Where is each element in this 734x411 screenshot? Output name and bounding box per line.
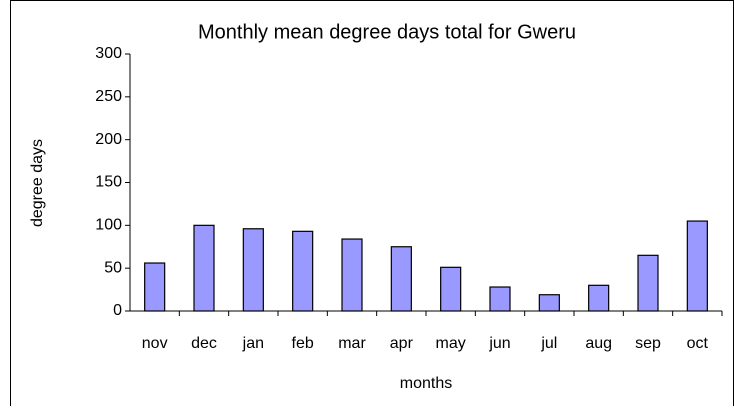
bar xyxy=(292,230,314,312)
chart-title: Monthly mean degree days total for Gweru xyxy=(198,21,576,43)
bar xyxy=(242,228,264,312)
y-tick-label: 0 xyxy=(113,302,122,319)
x-tick-label: apr xyxy=(390,335,414,352)
y-tick-label: 300 xyxy=(95,45,122,62)
bar xyxy=(686,220,708,312)
x-tick-label: feb xyxy=(292,335,314,352)
bar xyxy=(588,284,610,312)
x-tick-label: jan xyxy=(242,335,264,352)
y-tick-label: 150 xyxy=(95,174,122,191)
bar xyxy=(637,254,659,312)
bar xyxy=(341,238,363,312)
bar xyxy=(144,262,166,312)
x-tick-label: dec xyxy=(191,335,217,352)
bar xyxy=(538,294,560,312)
y-tick-label: 50 xyxy=(104,259,122,276)
x-tick-label: jul xyxy=(540,335,557,352)
bar xyxy=(390,246,412,312)
x-tick-label: aug xyxy=(585,335,612,352)
bar xyxy=(489,286,511,312)
y-tick-label: 200 xyxy=(95,131,122,148)
y-tick-label: 250 xyxy=(95,88,122,105)
x-tick-label: sep xyxy=(635,335,661,352)
y-axis-label: degree days xyxy=(29,139,46,227)
y-tick-label: 100 xyxy=(95,217,122,234)
bar xyxy=(193,224,215,312)
x-tick-label: mar xyxy=(338,335,366,352)
x-axis-label: months xyxy=(400,375,452,392)
x-tick-label: may xyxy=(436,335,466,352)
x-tick-label: jun xyxy=(488,335,510,352)
x-tick-label: nov xyxy=(142,335,168,352)
bar xyxy=(440,266,462,312)
x-tick-label: oct xyxy=(687,335,709,352)
